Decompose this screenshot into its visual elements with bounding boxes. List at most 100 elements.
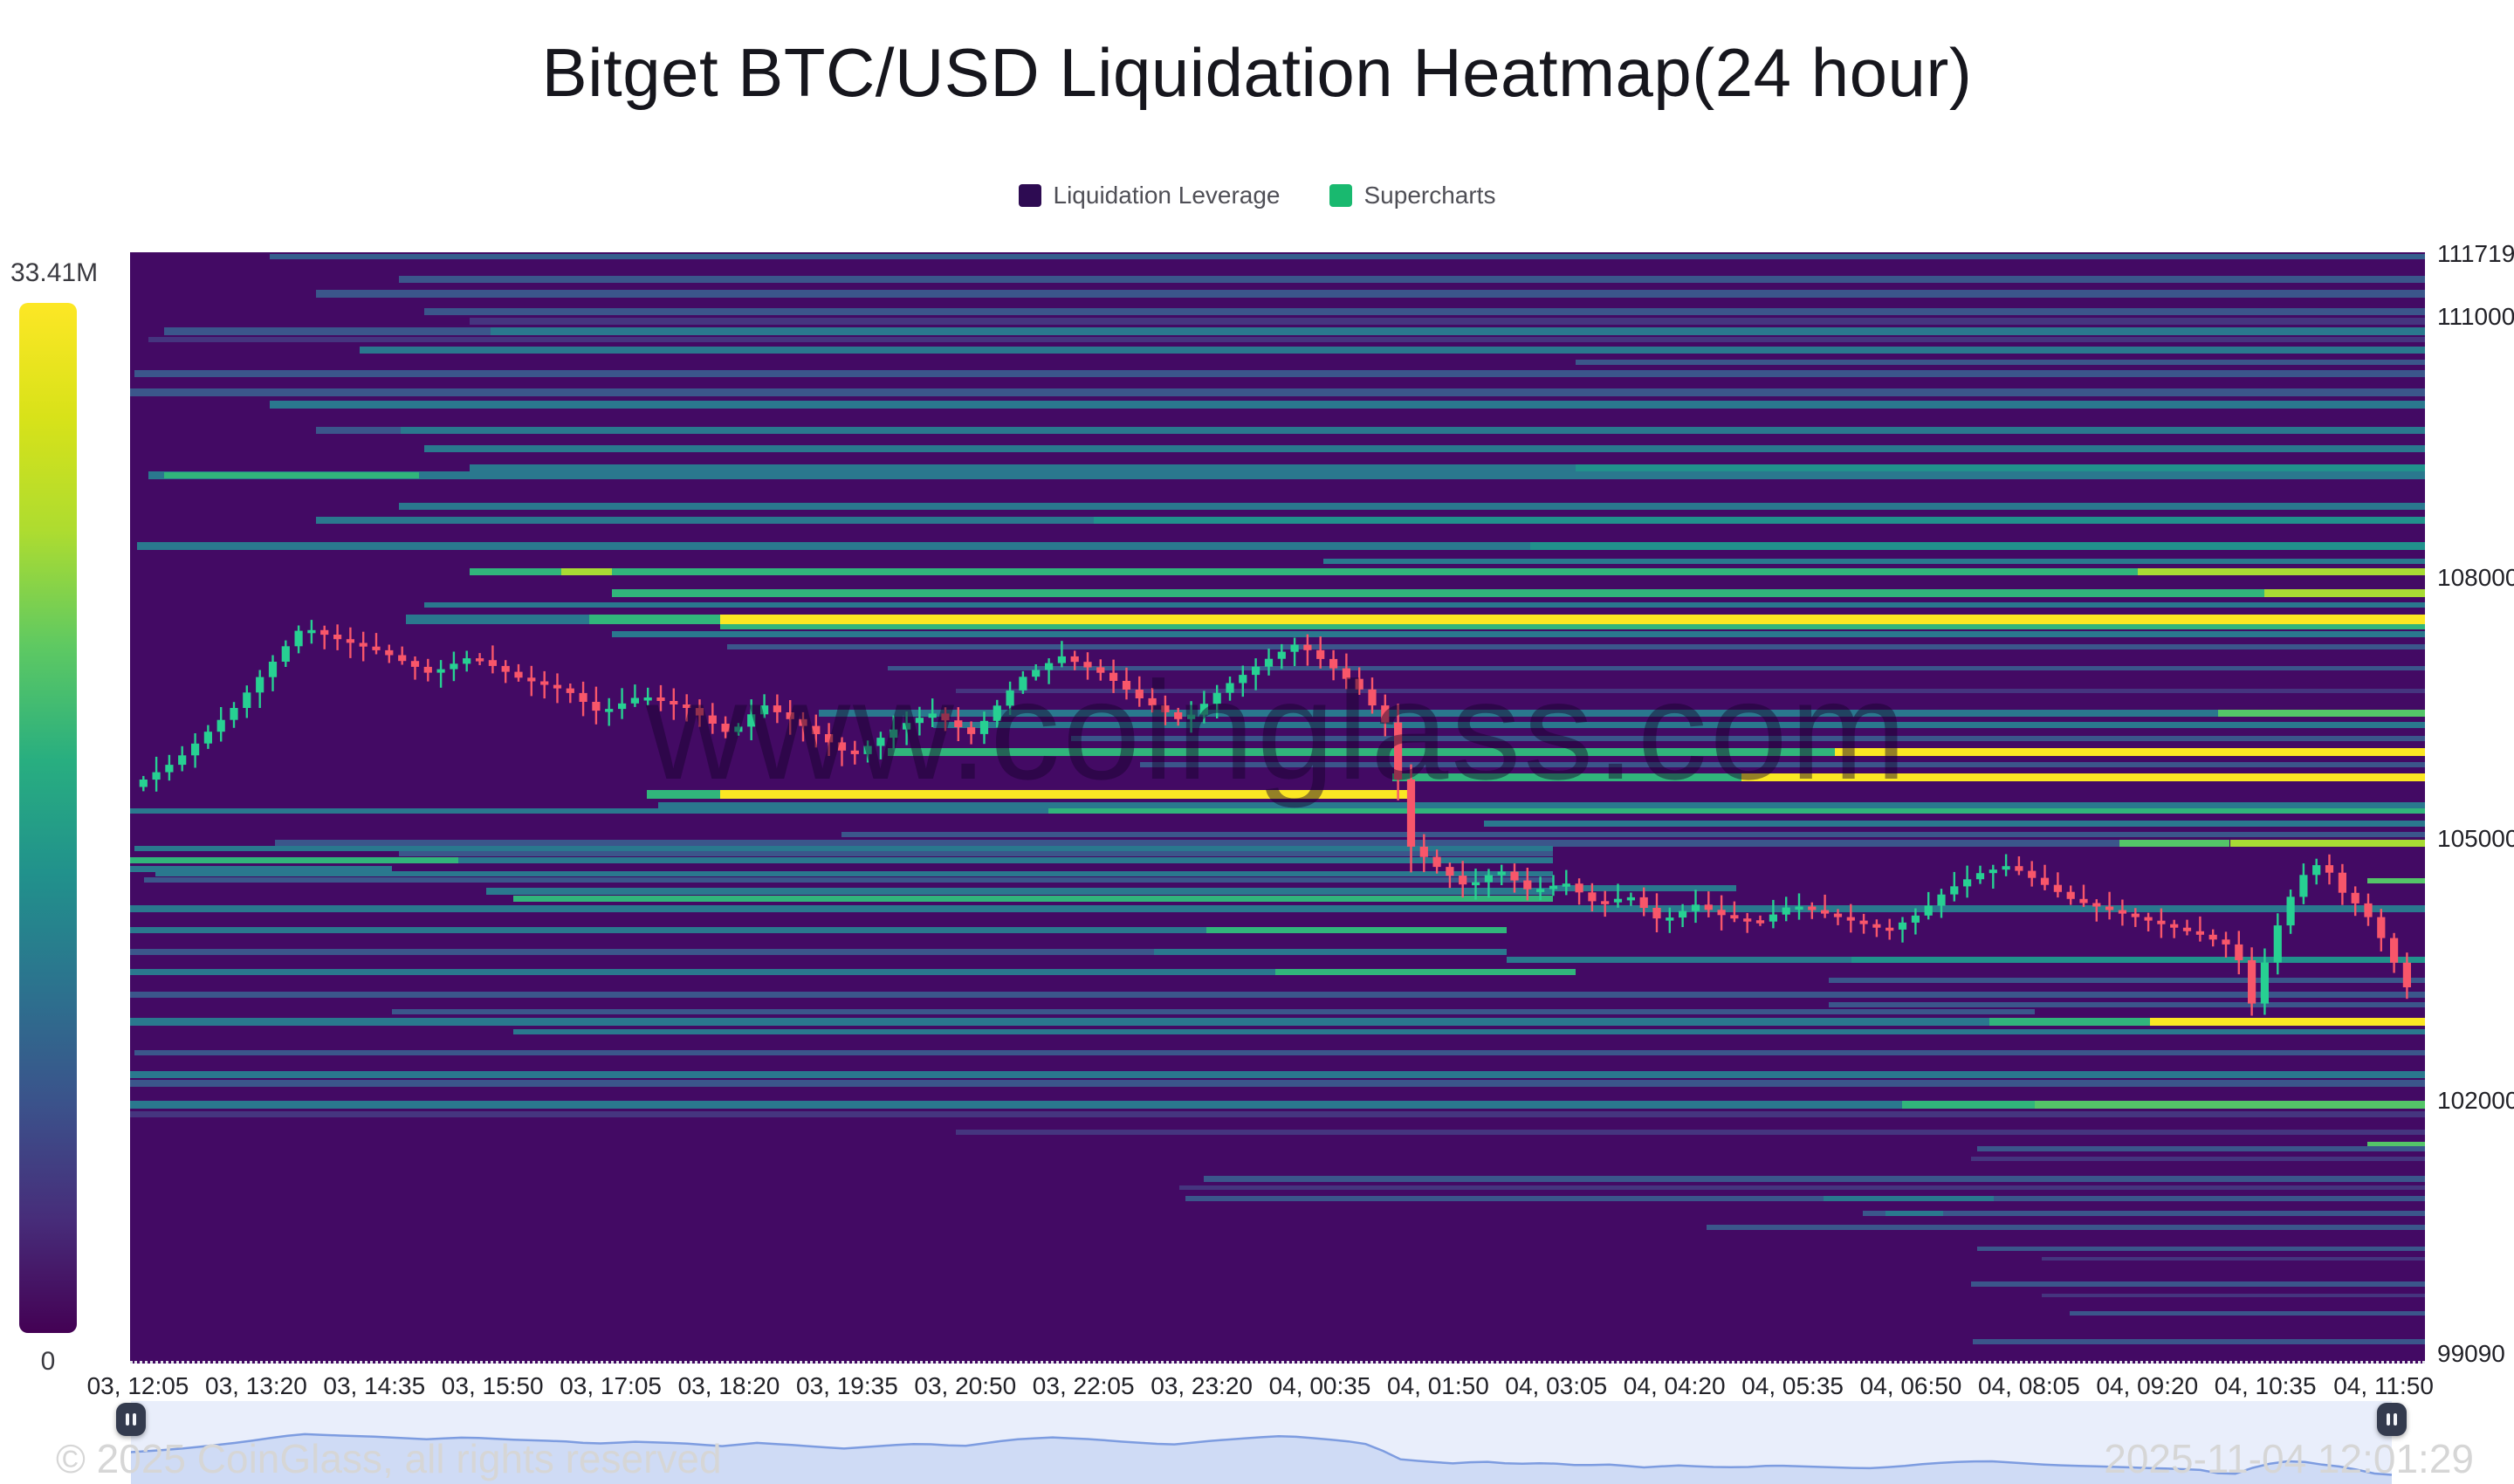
- candle-body: [1782, 907, 1790, 915]
- candle-body: [890, 729, 898, 739]
- candle-body: [2040, 877, 2050, 885]
- liquidation-stripe: [130, 926, 1206, 933]
- candle-body: [1096, 667, 1105, 673]
- time-axis-label: 04, 09:20: [2096, 1372, 2199, 1399]
- liquidation-stripe: [887, 666, 2425, 671]
- heatmap-plot-area[interactable]: www.coinglass.com: [130, 252, 2425, 1364]
- candle-body: [2208, 934, 2217, 940]
- candle-body: [1083, 662, 1092, 668]
- candle-body: [1562, 883, 1570, 887]
- liquidation-stripe: [1576, 464, 2425, 472]
- candle-body: [1704, 904, 1713, 910]
- candle-body: [333, 635, 342, 640]
- candle-body: [708, 715, 717, 724]
- candle-body: [2402, 962, 2411, 987]
- time-axis-label: 04, 05:35: [1741, 1372, 1844, 1399]
- candle-body: [2390, 938, 2399, 963]
- liquidation-stripe: [1828, 978, 2425, 983]
- liquidation-stripe: [1323, 559, 2425, 565]
- candle-body: [1290, 644, 1299, 652]
- candle-body: [1045, 663, 1054, 670]
- candle-body: [786, 712, 794, 719]
- liquidation-stripe: [1973, 1339, 2425, 1344]
- candle-body: [1626, 897, 1635, 901]
- candle-body: [1019, 677, 1027, 690]
- liquidation-stripe: [130, 1018, 1989, 1027]
- navigator-left-handle[interactable]: [116, 1403, 146, 1436]
- time-axis-label: 03, 15:50: [441, 1372, 544, 1399]
- liquidation-stripe: [1989, 1018, 2150, 1027]
- liquidation-stripe: [1070, 735, 2425, 741]
- candle-body: [514, 671, 523, 678]
- liquidation-stripe: [130, 388, 2425, 396]
- liquidation-stripe: [612, 588, 2425, 597]
- candle-body: [579, 692, 587, 702]
- candle-body: [1937, 894, 1946, 906]
- candle-body: [436, 669, 445, 673]
- candle-body: [1472, 882, 1480, 886]
- price-axis-label: 99090: [2437, 1340, 2505, 1367]
- candle-body: [1122, 681, 1131, 690]
- candle-body: [2286, 897, 2295, 926]
- time-axis-label: 04, 01:50: [1387, 1372, 1489, 1399]
- candle-body: [359, 642, 367, 647]
- liquidation-stripe: [612, 631, 2425, 638]
- liquidation-stripe: [155, 871, 1553, 877]
- liquidation-stripe: [134, 1049, 2425, 1055]
- candle-body: [256, 677, 264, 693]
- liquidation-stripe: [1576, 359, 2425, 365]
- liquidation-stripe: [2138, 568, 2425, 576]
- candle-body: [2079, 898, 2088, 903]
- time-axis-label: 03, 23:20: [1151, 1372, 1253, 1399]
- liquidation-stripe: [2229, 840, 2425, 848]
- liquidation-stripe: [130, 992, 2425, 999]
- candle-body: [2118, 910, 2126, 914]
- candle-body: [2325, 865, 2334, 873]
- candle-body: [178, 755, 187, 766]
- navigator-area-fill: [131, 1433, 2392, 1484]
- liquidation-stripe: [887, 748, 1836, 757]
- liquidation-stripe: [470, 464, 1576, 472]
- liquidation-stripe: [270, 253, 2425, 259]
- liquidation-stripe: [933, 722, 2425, 729]
- candle-body: [1187, 714, 1196, 719]
- liquidation-stripe: [391, 1008, 2036, 1014]
- liquidation-stripe: [1094, 517, 2425, 525]
- legend-label: Liquidation Leverage: [1053, 182, 1281, 209]
- candle-body: [1277, 651, 1286, 659]
- liquidation-stripe: [1274, 968, 1576, 975]
- liquidation-stripe: [143, 877, 1553, 883]
- liquidation-stripe: [401, 427, 2425, 435]
- candle-body: [1174, 712, 1183, 719]
- liquidation-stripe: [2042, 1257, 2425, 1261]
- liquidation-stripe: [1529, 541, 2425, 550]
- liquidation-stripe: [1484, 820, 2425, 827]
- candle-body: [281, 646, 290, 662]
- candle-body: [294, 630, 303, 647]
- candle-body: [1432, 856, 1441, 868]
- time-axis-label: 03, 19:35: [796, 1372, 898, 1399]
- candle-body: [1886, 927, 1894, 931]
- candle-body: [2053, 884, 2062, 892]
- candle-body: [747, 714, 756, 727]
- candle-body: [320, 629, 329, 636]
- candle-body: [799, 718, 807, 726]
- time-axis-label: 03, 20:50: [914, 1372, 1017, 1399]
- candle-body: [863, 745, 872, 754]
- candle-body: [385, 649, 394, 656]
- supercharts-swatch-icon: [1329, 184, 1352, 207]
- candle-body: [850, 750, 859, 754]
- liquidation-stripe: [2367, 1142, 2425, 1147]
- legend-item-liquidation-leverage[interactable]: Liquidation Leverage: [1018, 182, 1281, 210]
- candle-body: [1161, 705, 1170, 712]
- candle-body: [2092, 903, 2101, 907]
- legend-item-supercharts[interactable]: Supercharts: [1329, 182, 1495, 210]
- candle-body: [618, 703, 627, 710]
- candle-body: [2028, 870, 2037, 878]
- liquidation-stripe: [457, 856, 1553, 863]
- candle-body: [2222, 939, 2230, 945]
- liquidation-stripe: [719, 623, 2425, 629]
- navigator-area-line: [131, 1432, 2392, 1476]
- navigator-right-handle[interactable]: [2377, 1403, 2407, 1436]
